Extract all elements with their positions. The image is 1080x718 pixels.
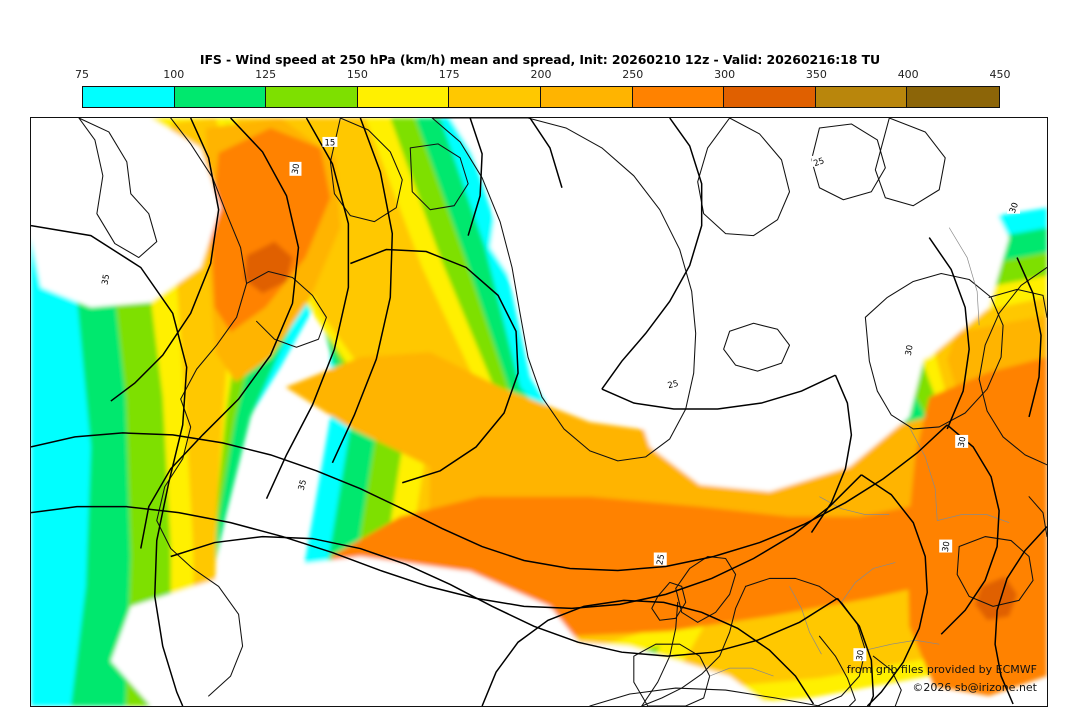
svg-text:25: 25 [654,553,666,565]
colorbar-tick-labels: 75 100 125 150 175 200 250 300 350 400 450 [75,68,1011,84]
svg-text:30: 30 [1007,201,1020,215]
weather-map: 15 30 30 25 35 [30,117,1048,707]
colorbar-band-175 [449,87,541,107]
windspeed-shading [31,118,1047,706]
contour-label-30-c: 30 [902,343,916,356]
low-wind-nscan [729,118,1047,218]
svg-text:30: 30 [956,436,968,448]
colorbar-band-125 [266,87,358,107]
colorbar-tick-125: 125 [255,68,277,81]
svg-text:30: 30 [940,540,952,552]
svg-text:30: 30 [290,163,302,175]
svg-text:30: 30 [903,344,915,356]
svg-text:25: 25 [812,155,826,168]
colorbar-tick-350: 350 [805,68,827,81]
colorbar-tick-75: 75 [75,68,89,81]
contour-label-25-c: 25 [653,552,667,566]
contour-label-30-a: 30 [289,161,302,176]
colorbar-band-350 [815,87,908,107]
colorbar-band-400 [907,87,999,107]
colorbar-tick-150: 150 [346,68,368,81]
contour-label-30-f: 30 [853,648,867,661]
colorbar-band-250 [632,87,725,107]
colorbar-tick-250: 250 [622,68,644,81]
colorbar-tick-300: 300 [714,68,736,81]
svg-text:35: 35 [99,273,111,285]
page-title: IFS - Wind speed at 250 hPa (km/h) mean … [199,52,881,67]
contour-label-15: 15 [322,136,338,147]
low-wind-scandinavia [629,267,930,492]
colorbar-band-100 [174,87,267,107]
contour-label-30-e: 30 [939,539,953,553]
core-300-baffin [244,241,293,294]
colorbar-band-200 [540,87,633,107]
svg-text:35: 35 [296,478,308,491]
colorbar-band-150 [357,87,450,107]
colorbar-bands [82,86,1000,108]
core-300-east [975,576,1018,621]
low-wind-canada [31,118,221,308]
core-250-baffin [210,127,331,333]
attribution-source: from grib files provided by ECMWF [846,663,1037,676]
colorbar-band-75 [83,87,175,107]
svg-text:30: 30 [854,649,866,661]
colorbar: 75 100 125 150 175 200 250 300 350 400 450 [75,68,1011,110]
colorbar-tick-200: 200 [530,68,552,81]
contour-label-25-a: 25 [811,155,826,168]
contour-label-25-b: 25 [665,378,680,390]
attribution-copyright: ©2026 sb@irizone.net [912,681,1037,694]
colorbar-tick-175: 175 [438,68,460,81]
low-wind-africa [210,636,770,706]
colorbar-tick-100: 100 [163,68,185,81]
colorbar-tick-400: 400 [897,68,919,81]
svg-text:25: 25 [666,378,679,390]
svg-text:15: 15 [325,137,336,147]
map-canvas: 15 30 30 25 35 [31,118,1047,706]
contour-label-30-d: 30 [955,434,969,448]
contour-label-35-b: 35 [98,272,112,286]
contour-labels: 15 30 30 25 35 [98,136,1020,661]
core-250-east [907,357,1047,697]
spread-contours [31,118,1047,706]
colorbar-tick-450: 450 [989,68,1011,81]
contour-label-35-a: 35 [294,478,309,491]
colorbar-band-300 [724,87,816,107]
contour-label-30-b: 30 [1007,201,1020,215]
